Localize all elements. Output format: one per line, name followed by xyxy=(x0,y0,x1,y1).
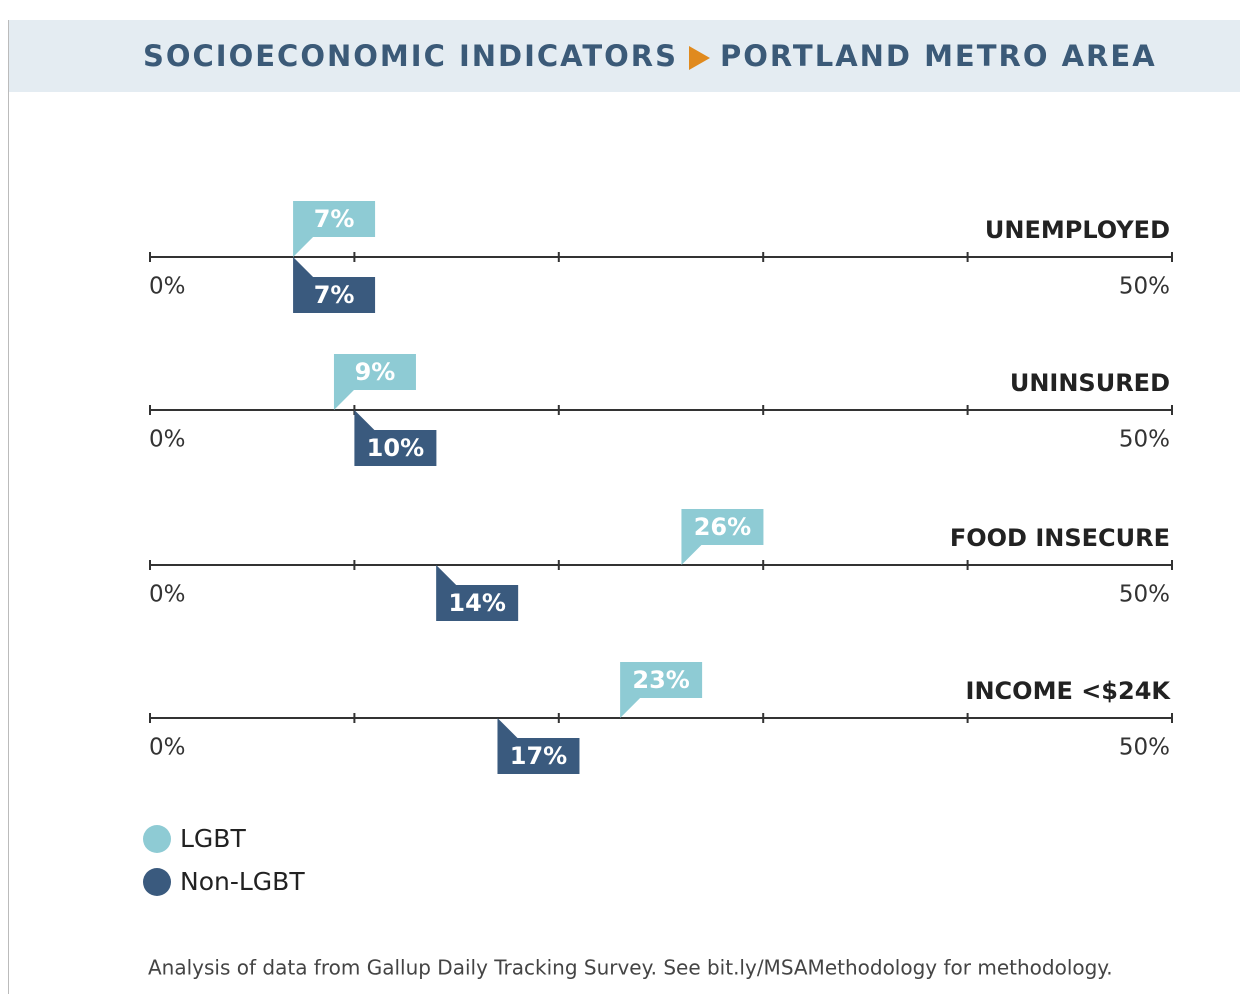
footnote: Analysis of data from Gallup Daily Track… xyxy=(148,956,1113,980)
x-tick-label: 50% xyxy=(1119,735,1170,761)
value-label: 9% xyxy=(355,358,396,386)
x-tick-label: 50% xyxy=(1119,427,1170,453)
value-label: 7% xyxy=(314,281,355,309)
legend-label: Non-LGBT xyxy=(180,867,305,896)
value-flag xyxy=(333,354,416,410)
value-flag xyxy=(681,509,764,565)
x-tick-label: 0% xyxy=(149,427,186,453)
x-tick-label: 0% xyxy=(149,582,186,608)
category-label: UNINSURED xyxy=(1010,369,1170,397)
value-label: 10% xyxy=(367,434,424,462)
legend-swatch xyxy=(143,825,171,853)
value-label: 17% xyxy=(510,742,567,770)
chart-title: SOCIOECONOMIC INDICATORS xyxy=(143,39,678,73)
value-flag xyxy=(293,201,376,257)
value-flag xyxy=(354,410,437,466)
category-label: FOOD INSECURE xyxy=(950,524,1170,552)
title-arrow xyxy=(689,46,710,70)
x-tick-label: 0% xyxy=(149,274,186,300)
value-flag xyxy=(497,718,580,774)
category-label: UNEMPLOYED xyxy=(985,216,1170,244)
chart-subtitle: PORTLAND METRO AREA xyxy=(720,39,1157,73)
x-tick-label: 50% xyxy=(1119,582,1170,608)
value-label: 7% xyxy=(314,205,355,233)
value-label: 26% xyxy=(694,513,751,541)
value-label: 23% xyxy=(632,666,689,694)
legend-label: LGBT xyxy=(180,824,246,853)
header-band xyxy=(8,20,1240,92)
value-flag xyxy=(293,257,376,313)
legend-swatch xyxy=(143,868,171,896)
x-tick-label: 50% xyxy=(1119,274,1170,300)
value-flag xyxy=(620,662,703,718)
category-label: INCOME <$24K xyxy=(966,677,1172,705)
value-flag xyxy=(436,565,519,621)
x-tick-label: 0% xyxy=(149,735,186,761)
value-label: 14% xyxy=(448,589,505,617)
